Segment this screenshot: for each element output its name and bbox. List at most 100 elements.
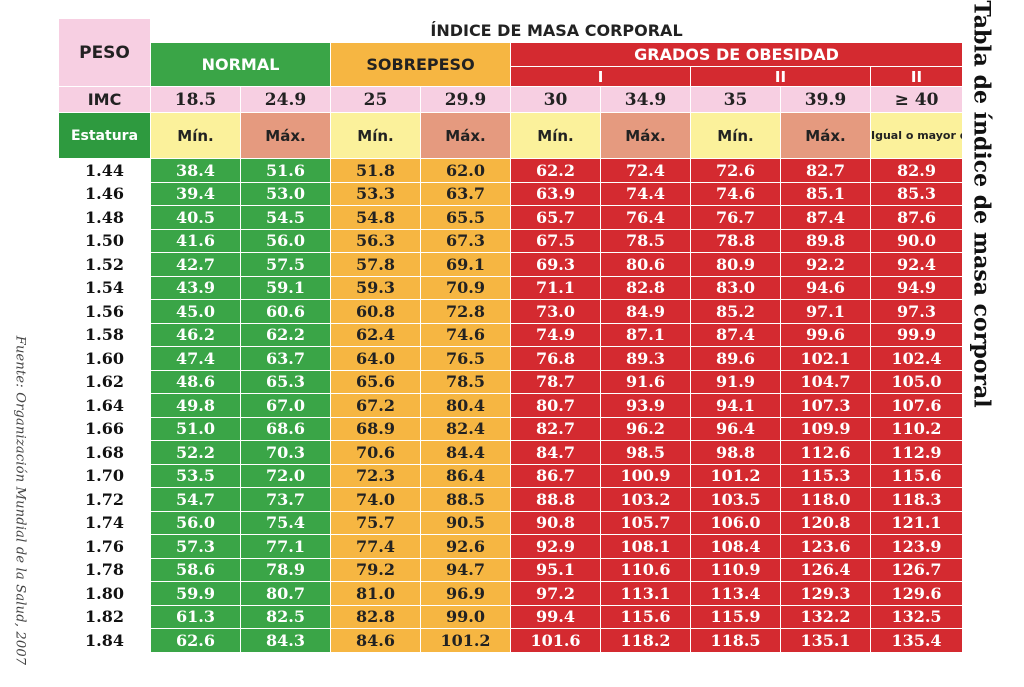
height-cell: 1.58 bbox=[58, 322, 151, 347]
weight-cell: 54.8 bbox=[330, 205, 421, 230]
weight-cell: 110.2 bbox=[869, 416, 964, 441]
table-row: 1.78 58.6 78.9 79.2 94.7 95.1 110.6 110.9 126.4 1… bbox=[58, 557, 964, 582]
weight-cell: 62.0 bbox=[420, 158, 511, 183]
weight-cell: 69.1 bbox=[420, 252, 511, 277]
weight-cell: 82.9 bbox=[869, 158, 964, 183]
weight-cell: 63.9 bbox=[510, 181, 601, 206]
source-note: Fuente: Organización Mundial de la Salud… bbox=[8, 330, 32, 670]
weight-cell: 48.6 bbox=[150, 369, 241, 394]
weight-cell: 70.6 bbox=[330, 440, 421, 465]
weight-cell: 56.0 bbox=[240, 228, 331, 253]
weight-cell: 46.2 bbox=[150, 322, 241, 347]
weight-cell: 129.6 bbox=[869, 581, 964, 606]
weight-cell: 90.5 bbox=[420, 510, 511, 535]
weight-cell: 87.4 bbox=[690, 322, 781, 347]
weight-cell: 118.2 bbox=[600, 628, 691, 653]
weight-cell: 78.8 bbox=[690, 228, 781, 253]
table-title: ÍNDICE DE MASA CORPORAL bbox=[149, 18, 964, 43]
weight-cell: 84.3 bbox=[240, 628, 331, 653]
height-cell: 1.76 bbox=[58, 534, 151, 559]
weight-cell: 78.5 bbox=[600, 228, 691, 253]
weight-cell: 73.0 bbox=[510, 299, 601, 324]
weight-cell: 86.4 bbox=[420, 463, 511, 488]
weight-cell: 118.0 bbox=[780, 487, 871, 512]
weight-cell: 123.6 bbox=[780, 534, 871, 559]
peso-header: PESO bbox=[58, 18, 151, 87]
weight-cell: 90.8 bbox=[510, 510, 601, 535]
weight-cell: 54.7 bbox=[150, 487, 241, 512]
weight-cell: 41.6 bbox=[150, 228, 241, 253]
weight-cell: 97.3 bbox=[869, 299, 964, 324]
height-cell: 1.44 bbox=[58, 158, 151, 183]
table-row: 1.52 42.7 57.5 57.8 69.1 69.3 80.6 80.9 92.2 92.4 bbox=[58, 252, 964, 277]
weight-cell: 78.7 bbox=[510, 369, 601, 394]
weight-cell: 49.8 bbox=[150, 393, 241, 418]
imc-value: 24.9 bbox=[240, 86, 331, 113]
weight-cell: 84.7 bbox=[510, 440, 601, 465]
category-row: NORMAL SOBREPESO GRADOS DE OBESIDAD bbox=[59, 42, 964, 87]
weight-cell: 107.3 bbox=[780, 393, 871, 418]
weight-cell: 126.4 bbox=[780, 557, 871, 582]
weight-cell: 60.6 bbox=[240, 299, 331, 324]
table-row: 1.76 57.3 77.1 77.4 92.6 92.9 108.1 108.4 123.6 1… bbox=[58, 534, 964, 559]
weight-cell: 88.5 bbox=[420, 487, 511, 512]
weight-cell: 96.2 bbox=[600, 416, 691, 441]
weight-cell: 83.0 bbox=[690, 275, 781, 300]
side-title-text: Tabla de índice de masa corporal bbox=[969, 0, 995, 408]
weight-cell: 96.9 bbox=[420, 581, 511, 606]
weight-cell: 98.5 bbox=[600, 440, 691, 465]
weight-cell: 101.2 bbox=[420, 628, 511, 653]
weight-cell: 62.4 bbox=[330, 322, 421, 347]
weight-cell: 86.7 bbox=[510, 463, 601, 488]
weight-cell: 110.9 bbox=[690, 557, 781, 582]
weight-cell: 94.1 bbox=[690, 393, 781, 418]
weight-cell: 43.9 bbox=[150, 275, 241, 300]
weight-cell: 62.2 bbox=[240, 322, 331, 347]
weight-cell: 91.6 bbox=[600, 369, 691, 394]
weight-cell: 82.7 bbox=[510, 416, 601, 441]
weight-cell: 65.5 bbox=[420, 205, 511, 230]
weight-cell: 126.7 bbox=[869, 557, 964, 582]
height-cell: 1.74 bbox=[58, 510, 151, 535]
weight-cell: 51.8 bbox=[330, 158, 421, 183]
max-label: Máx. bbox=[600, 112, 691, 159]
weight-cell: 79.2 bbox=[330, 557, 421, 582]
bmi-table: PESO ÍNDICE DE MASA CORPORAL NORMAL SOBR… bbox=[58, 18, 964, 653]
height-cell: 1.54 bbox=[58, 275, 151, 300]
weight-cell: 102.1 bbox=[780, 346, 871, 371]
height-cell: 1.50 bbox=[58, 228, 151, 253]
height-cell: 1.48 bbox=[58, 205, 151, 230]
weight-cell: 106.0 bbox=[690, 510, 781, 535]
table-row: 1.68 52.2 70.3 70.6 84.4 84.7 98.5 98.8 112.6 112… bbox=[58, 440, 964, 465]
table-row: 1.58 46.2 62.2 62.4 74.6 74.9 87.1 87.4 99.6 99.9 bbox=[58, 322, 964, 347]
sublabel-row: Estatura Mín. Máx. Mín. Máx. Mín. Máx. M… bbox=[58, 112, 964, 159]
weight-cell: 82.5 bbox=[240, 604, 331, 629]
weight-cell: 95.1 bbox=[510, 557, 601, 582]
weight-cell: 70.3 bbox=[240, 440, 331, 465]
weight-cell: 99.0 bbox=[420, 604, 511, 629]
weight-cell: 74.4 bbox=[600, 181, 691, 206]
weight-cell: 97.1 bbox=[780, 299, 871, 324]
table-row: 1.60 47.4 63.7 64.0 76.5 76.8 89.3 89.6 102.1 102… bbox=[58, 346, 964, 371]
weight-cell: 82.8 bbox=[600, 275, 691, 300]
weight-cell: 99.9 bbox=[869, 322, 964, 347]
min-label: Mín. bbox=[690, 112, 781, 159]
imc-label: IMC bbox=[58, 86, 151, 113]
weight-cell: 85.3 bbox=[869, 181, 964, 206]
weight-cell: 112.6 bbox=[780, 440, 871, 465]
normal-header: NORMAL bbox=[150, 42, 331, 87]
weight-cell: 38.4 bbox=[150, 158, 241, 183]
weight-cell: 80.6 bbox=[600, 252, 691, 277]
weight-cell: 105.0 bbox=[869, 369, 964, 394]
weight-cell: 89.3 bbox=[600, 346, 691, 371]
weight-cell: 58.6 bbox=[150, 557, 241, 582]
table-row: 1.48 40.5 54.5 54.8 65.5 65.7 76.4 76.7 87.4 87.6 bbox=[58, 205, 964, 230]
weight-cell: 39.4 bbox=[150, 181, 241, 206]
weight-cell: 57.5 bbox=[240, 252, 331, 277]
weight-cell: 78.9 bbox=[240, 557, 331, 582]
title-row: PESO ÍNDICE DE MASA CORPORAL bbox=[58, 18, 964, 87]
weight-cell: 92.4 bbox=[869, 252, 964, 277]
height-cell: 1.80 bbox=[58, 581, 151, 606]
height-cell: 1.52 bbox=[58, 252, 151, 277]
weight-cell: 78.5 bbox=[420, 369, 511, 394]
